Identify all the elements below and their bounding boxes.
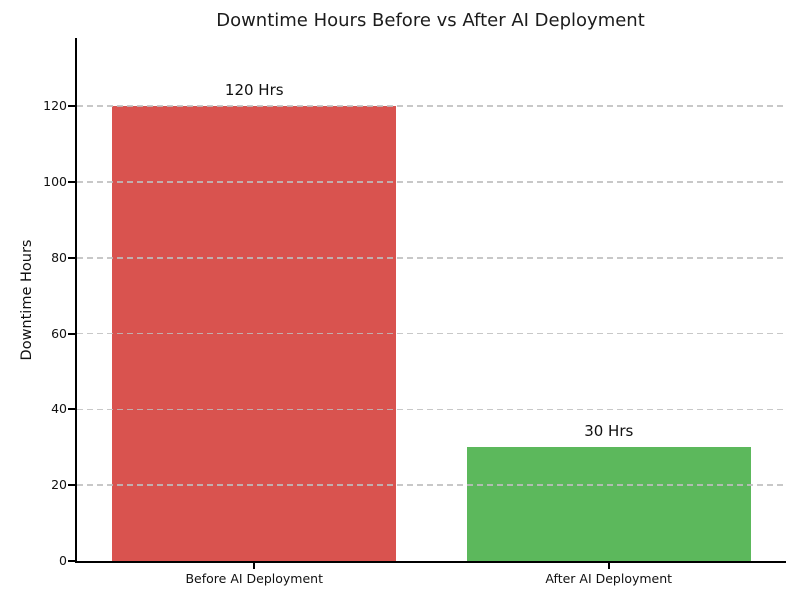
x-tick-mark <box>253 563 256 569</box>
bar-value-label: 30 Hrs <box>584 422 634 441</box>
gridline <box>77 332 786 335</box>
y-tick-mark <box>68 105 75 108</box>
y-tick-label: 40 <box>51 401 67 417</box>
y-tick-label: 60 <box>51 325 67 341</box>
y-tick-mark <box>68 408 75 411</box>
plot-area: 0 20 40 60 80 100 120 120 Hrs Before AI Deployme… <box>43 38 786 586</box>
y-tick-mark <box>68 181 75 183</box>
x-tick-label: Before AI Deployment <box>185 571 323 586</box>
y-tick-mark <box>68 332 75 335</box>
bar <box>466 447 751 561</box>
y-tick-label: 100 <box>43 174 67 189</box>
gridline <box>77 181 786 183</box>
y-tick-mark <box>68 560 75 562</box>
gridline <box>77 484 786 486</box>
y-tick-label: 120 <box>43 98 67 114</box>
y-tick-label: 80 <box>51 249 67 265</box>
bar-value-label: 120 Hrs <box>224 81 284 100</box>
x-tick-label: After AI Deployment <box>545 571 673 586</box>
gridline <box>77 257 786 259</box>
x-tick-mark <box>607 563 610 569</box>
chart-title: Downtime Hours Before vs After AI Deploy… <box>216 10 645 31</box>
y-tick-label: 0 <box>59 553 67 568</box>
y-tick-label: 20 <box>51 477 67 493</box>
gridline <box>77 408 786 411</box>
y-tick-mark <box>68 484 75 487</box>
y-tick-mark <box>68 256 75 259</box>
gridline <box>77 105 786 107</box>
